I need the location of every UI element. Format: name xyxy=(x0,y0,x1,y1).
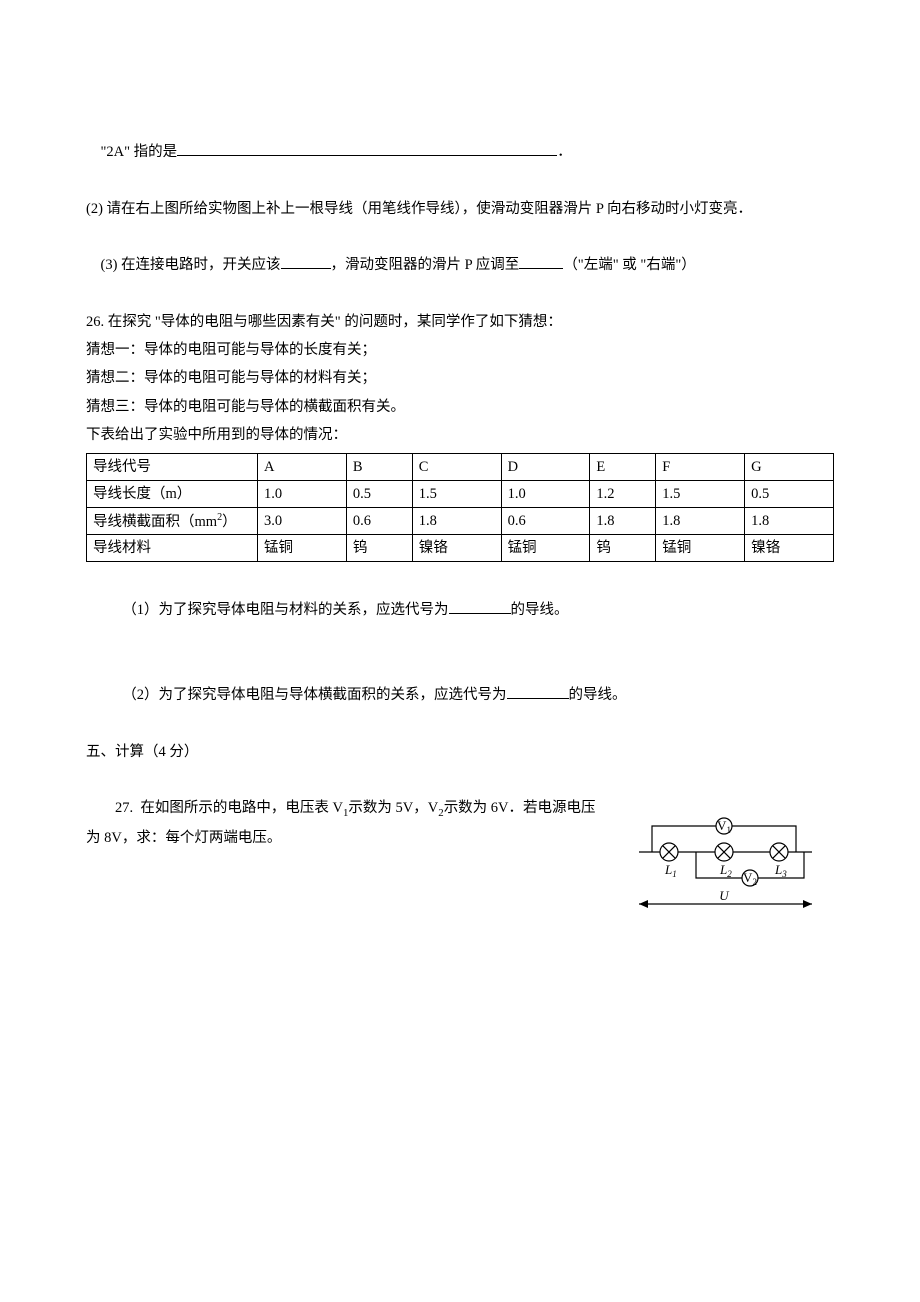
u-label: U xyxy=(719,888,730,903)
q26-q1-b: 的导线。 xyxy=(511,602,569,618)
q27-b: 示数为 5V，V xyxy=(348,800,438,816)
q25-3a: (3) 在连接电路时，开关应该 xyxy=(101,257,281,273)
table-row-length: 导线长度（m） 1.0 0.5 1.5 1.0 1.2 1.5 0.5 xyxy=(87,481,834,508)
hdr-code: 导线代号 xyxy=(87,454,258,481)
area-f: 1.8 xyxy=(656,508,745,535)
q25-3c: （"左端" 或 "右端"） xyxy=(563,257,695,273)
len-g: 0.5 xyxy=(745,481,834,508)
len-e: 1.2 xyxy=(590,481,656,508)
l3-label: L3 xyxy=(774,862,787,879)
hdr-a: A xyxy=(258,454,347,481)
hdr-f: F xyxy=(656,454,745,481)
mat-b: 钨 xyxy=(346,535,412,562)
q26-intro: 26. 在探究 "导体的电阻与哪些因素有关" 的问题时，某同学作了如下猜想： xyxy=(86,308,834,336)
q26-q2: （2）为了探究导体电阻与导体横截面积的关系，应选代号为 的导线。 xyxy=(86,653,834,738)
q26-conj1: 猜想一：导体的电阻可能与导体的长度有关； xyxy=(86,336,834,364)
len-b: 0.5 xyxy=(346,481,412,508)
q25-3b: ，滑动变阻器的滑片 P 应调至 xyxy=(331,257,520,273)
len-a: 1.0 xyxy=(258,481,347,508)
q26-table-note: 下表给出了实验中所用到的导体的情况： xyxy=(86,421,834,449)
q26-q1: （1）为了探究导体电阻与材料的关系，应选代号为 的导线。 xyxy=(86,568,834,653)
q26-conj2: 猜想二：导体的电阻可能与导体的材料有关； xyxy=(86,364,834,392)
blank-switch[interactable] xyxy=(281,254,331,270)
row-length-label: 导线长度（m） xyxy=(87,481,258,508)
len-c: 1.5 xyxy=(412,481,501,508)
blank-2a[interactable] xyxy=(177,141,557,157)
mat-e: 钨 xyxy=(590,535,656,562)
q25-2a-tail: ． xyxy=(557,144,572,160)
q25-part2: (2) 请在右上图所给实物图上补上一根导线（用笔线作导线），使滑动变阻器滑片 P… xyxy=(86,195,834,223)
q26-q1-a: （1）为了探究导体电阻与材料的关系，应选代号为 xyxy=(122,602,448,618)
l2-label: L2 xyxy=(719,862,732,879)
wire-table: 导线代号 A B C D E F G 导线长度（m） 1.0 0.5 1.5 1… xyxy=(86,453,834,562)
q27-text: 27. 在如图所示的电路中，电压表 V1示数为 5V，V2示数为 6V．若电源电… xyxy=(86,766,604,881)
hdr-c: C xyxy=(412,454,501,481)
v1-label: V1 xyxy=(717,818,731,835)
q26-q2-b: 的导线。 xyxy=(569,687,627,703)
blank-material[interactable] xyxy=(449,599,511,615)
q25-part3: (3) 在连接电路时，开关应该 ，滑动变阻器的滑片 P 应调至 （"左端" 或 "右… xyxy=(86,223,834,308)
v2-label: V2 xyxy=(743,870,757,887)
q26-q2-a: （2）为了探究导体电阻与导体横截面积的关系，应选代号为 xyxy=(122,687,506,703)
mat-f: 锰铜 xyxy=(656,535,745,562)
hdr-e: E xyxy=(590,454,656,481)
row-mat-label: 导线材料 xyxy=(87,535,258,562)
len-d: 1.0 xyxy=(501,481,590,508)
table-row-area: 导线横截面积（mm2） 3.0 0.6 1.8 0.6 1.8 1.8 1.8 xyxy=(87,508,834,535)
q26-conj3: 猜想三：导体的电阻可能与导体的横截面积有关。 xyxy=(86,393,834,421)
area-a: 3.0 xyxy=(258,508,347,535)
mat-g: 镍铬 xyxy=(745,535,834,562)
q27-a: 27. 在如图所示的电路中，电压表 V xyxy=(115,800,343,816)
hdr-d: D xyxy=(501,454,590,481)
circuit-diagram: V1 V2 L1 L2 L3 U xyxy=(624,812,834,952)
q25-2a-prefix: "2A" 指的是 xyxy=(101,144,178,160)
table-row-material: 导线材料 锰铜 钨 镍铬 锰铜 钨 锰铜 镍铬 xyxy=(87,535,834,562)
mat-d: 锰铜 xyxy=(501,535,590,562)
row-area-label: 导线横截面积（mm2） xyxy=(87,508,258,535)
hdr-b: B xyxy=(346,454,412,481)
blank-area[interactable] xyxy=(507,684,569,700)
area-g: 1.8 xyxy=(745,508,834,535)
len-f: 1.5 xyxy=(656,481,745,508)
section5-title: 五、计算（4 分） xyxy=(86,738,834,766)
hdr-g: G xyxy=(745,454,834,481)
area-e: 1.8 xyxy=(590,508,656,535)
l1-label: L1 xyxy=(664,862,677,879)
mat-a: 锰铜 xyxy=(258,535,347,562)
table-row-header: 导线代号 A B C D E F G xyxy=(87,454,834,481)
area-d: 0.6 xyxy=(501,508,590,535)
area-c: 1.8 xyxy=(412,508,501,535)
mat-c: 镍铬 xyxy=(412,535,501,562)
area-b: 0.6 xyxy=(346,508,412,535)
blank-end[interactable] xyxy=(519,254,563,270)
q25-2a-line: "2A" 指的是 ． xyxy=(86,110,834,195)
